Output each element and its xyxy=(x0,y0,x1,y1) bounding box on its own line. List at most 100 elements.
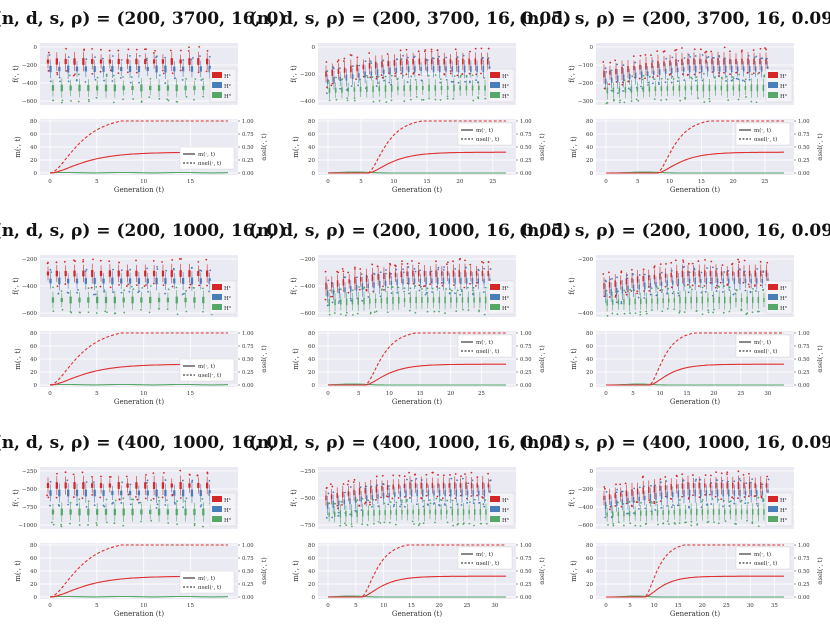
box xyxy=(354,87,356,91)
outlier-point xyxy=(677,60,679,62)
outlier-point xyxy=(681,496,683,498)
outlier-point xyxy=(115,500,117,502)
outlier-point xyxy=(746,520,748,522)
panel-4: (n, d, s, ρ) = (200, 1000, 16, 0)−200−40… xyxy=(0,221,286,406)
box xyxy=(435,270,437,276)
outlier-point xyxy=(354,479,356,481)
box xyxy=(135,59,137,65)
outlier-point xyxy=(50,271,52,273)
m-tick-label: 40 xyxy=(308,145,315,151)
box xyxy=(629,74,631,79)
outlier-point xyxy=(199,55,201,57)
box xyxy=(171,58,173,65)
outlier-point xyxy=(710,475,712,477)
outlier-point xyxy=(163,284,165,286)
box xyxy=(760,271,761,277)
box xyxy=(91,483,93,488)
outlier-point xyxy=(403,271,405,273)
box xyxy=(758,297,759,303)
outlier-point xyxy=(744,290,746,292)
outlier-point xyxy=(621,84,623,86)
outlier-point xyxy=(677,292,679,294)
outlier-point xyxy=(752,311,754,313)
box xyxy=(102,66,104,72)
outlier-point xyxy=(643,297,645,299)
outlier-point xyxy=(687,74,689,76)
legend-label: m(·, t) xyxy=(754,127,771,134)
outlier-point xyxy=(78,74,80,76)
outlier-point xyxy=(326,517,328,519)
outlier-point xyxy=(737,497,739,499)
outlier-point xyxy=(741,500,743,502)
alpha-tick-label: 1.00 xyxy=(242,543,254,549)
fitness-ylabel: f(·, t) xyxy=(290,489,298,507)
box xyxy=(661,86,663,91)
alpha-tick-label: 0.75 xyxy=(798,556,810,562)
legend-swatch xyxy=(768,496,778,502)
box xyxy=(340,299,342,304)
outlier-point xyxy=(665,263,667,265)
outlier-point xyxy=(607,524,609,526)
alpha-tick-label: 0.25 xyxy=(242,582,254,588)
box xyxy=(735,509,736,515)
outlier-point xyxy=(371,264,373,266)
box xyxy=(118,482,120,489)
box xyxy=(646,510,647,516)
m-ylabel: m(·, t) xyxy=(292,560,300,582)
outlier-point xyxy=(636,290,638,292)
outlier-point xyxy=(687,284,689,286)
x-tick-label: 30 xyxy=(764,391,771,397)
box xyxy=(377,494,378,498)
outlier-point xyxy=(338,302,340,304)
outlier-point xyxy=(77,289,79,291)
outlier-point xyxy=(96,97,98,99)
outlier-point xyxy=(415,271,417,273)
outlier-point xyxy=(356,276,358,278)
box xyxy=(140,85,142,92)
legend-swatch xyxy=(768,82,778,88)
box xyxy=(109,59,111,63)
outlier-point xyxy=(382,285,384,287)
outlier-point xyxy=(376,484,378,486)
box xyxy=(105,509,107,515)
outlier-point xyxy=(421,80,423,82)
outlier-point xyxy=(672,293,674,295)
outlier-point xyxy=(756,268,758,270)
outlier-point xyxy=(481,47,483,49)
outlier-point xyxy=(763,74,765,76)
outlier-point xyxy=(382,475,384,477)
outlier-point xyxy=(450,507,452,509)
outlier-point xyxy=(644,274,646,276)
outlier-point xyxy=(668,523,670,525)
box xyxy=(623,511,624,516)
legend-swatch xyxy=(768,506,778,512)
outlier-point xyxy=(617,502,619,504)
outlier-point xyxy=(464,473,466,475)
outlier-point xyxy=(696,76,698,78)
outlier-point xyxy=(706,504,708,506)
box xyxy=(149,297,151,303)
outlier-point xyxy=(748,284,750,286)
box xyxy=(392,297,394,304)
outlier-point xyxy=(56,72,58,74)
outlier-point xyxy=(62,100,64,102)
outlier-point xyxy=(326,70,328,72)
outlier-point xyxy=(47,263,49,265)
m-tick-label: 20 xyxy=(586,158,593,164)
outlier-point xyxy=(467,287,469,289)
outlier-point xyxy=(440,78,442,80)
box xyxy=(451,66,453,71)
m-tick-label: 0 xyxy=(590,595,594,601)
m-tick-label: 40 xyxy=(586,145,593,151)
outlier-point xyxy=(47,496,49,498)
outlier-point xyxy=(395,524,397,526)
box xyxy=(447,86,449,90)
box xyxy=(329,88,331,93)
outlier-point xyxy=(644,77,646,79)
outlier-point xyxy=(463,287,465,289)
outlier-point xyxy=(168,288,170,290)
outlier-point xyxy=(751,478,753,480)
alpha-tick-label: 0.00 xyxy=(520,383,532,389)
outlier-point xyxy=(716,479,718,481)
outlier-point xyxy=(627,278,629,280)
